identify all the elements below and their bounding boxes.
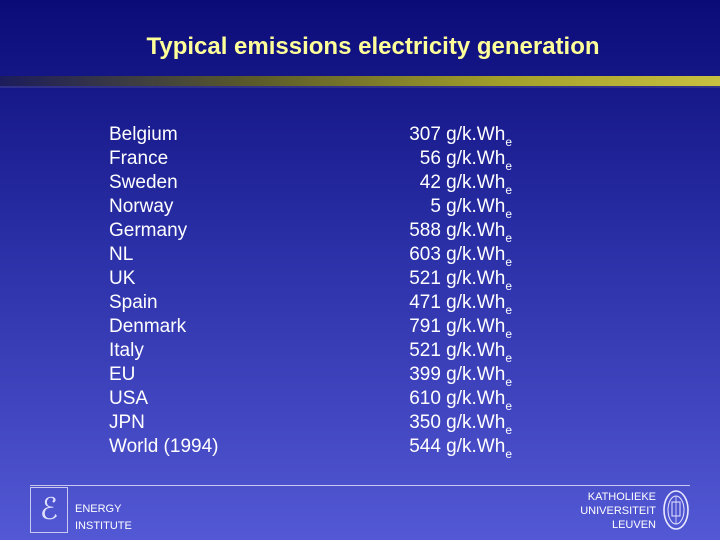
energy-label-line2: INSTITUTE	[75, 520, 132, 532]
slide-title: Typical emissions electricity generation	[146, 33, 600, 60]
emission-unit-subscript: e	[505, 399, 512, 413]
university-name-line2: UNIVERSITEIT	[580, 505, 656, 517]
country-name: JPN	[109, 412, 145, 433]
country-name: Spain	[109, 292, 158, 313]
emission-value-row: 588 g/k.Wh e	[380, 219, 512, 245]
country-name: Norway	[109, 196, 174, 217]
title-divider-band	[0, 76, 720, 87]
emission-value-row: 791 g/k.Wh e	[380, 315, 512, 341]
energy-institute-label: ENERGY INSTITUTE	[75, 501, 132, 535]
emission-value-row: 521 g/k.Wh e	[380, 267, 512, 293]
emission-unit-subscript: e	[505, 135, 512, 149]
energy-label-line1: ENERGY	[75, 503, 122, 515]
energy-logo-glyph: ℰ	[39, 492, 59, 527]
emission-value: 521 g/k.Wh	[409, 268, 506, 289]
country-name: Sweden	[109, 172, 178, 193]
emission-value-row: 603 g/k.Wh e	[380, 243, 512, 269]
university-seal-icon	[663, 490, 689, 530]
emission-value: 471 g/k.Wh	[409, 292, 506, 313]
emission-unit-subscript: e	[505, 207, 512, 221]
country-name: Denmark	[109, 316, 187, 337]
emission-value: 42 g/k.Wh	[419, 172, 506, 193]
emission-unit-subscript: e	[505, 375, 512, 389]
emission-unit-subscript: e	[505, 231, 512, 245]
emission-value: 307 g/k.Wh	[409, 124, 506, 145]
emission-value: 610 g/k.Wh	[409, 388, 506, 409]
country-name: USA	[109, 388, 149, 409]
emission-unit-subscript: e	[505, 159, 512, 173]
emission-value: 521 g/k.Wh	[409, 340, 506, 361]
emission-unit-subscript: e	[505, 327, 512, 341]
country-name: EU	[109, 364, 136, 385]
energy-logo-icon: ℰ	[30, 487, 68, 533]
emission-value: 544 g/k.Wh	[409, 436, 506, 457]
emission-value: 791 g/k.Wh	[409, 316, 506, 337]
footer-divider	[30, 485, 690, 486]
emission-value: 350 g/k.Wh	[409, 412, 506, 433]
emission-unit-subscript: e	[505, 255, 512, 269]
country-name: Germany	[109, 220, 188, 241]
emission-value: 603 g/k.Wh	[409, 244, 506, 265]
emission-value-row: 471 g/k.Wh e	[380, 291, 512, 317]
emission-unit-subscript: e	[505, 279, 512, 293]
emission-unit-subscript: e	[505, 183, 512, 197]
emission-value: 588 g/k.Wh	[409, 220, 506, 241]
emission-value-row: 307 g/k.Wh e	[380, 123, 512, 149]
country-name: Italy	[109, 340, 144, 361]
emission-value-row: 521 g/k.Wh e	[380, 339, 512, 365]
country-name: NL	[109, 244, 134, 265]
emission-unit-subscript: e	[505, 303, 512, 317]
emission-value-row: 56 g/k.Wh e	[380, 147, 512, 173]
university-name-line1: KATHOLIEKE	[587, 491, 656, 503]
emission-value: 56 g/k.Wh	[419, 148, 506, 169]
country-name: World (1994)	[109, 436, 219, 457]
country-name: France	[109, 148, 169, 169]
emission-value-row: 42 g/k.Wh e	[380, 171, 512, 197]
emission-unit-subscript: e	[505, 423, 512, 437]
emission-value: 399 g/k.Wh	[409, 364, 506, 385]
university-name-line3: LEUVEN	[611, 519, 656, 531]
emission-unit-subscript: e	[505, 447, 512, 461]
emission-value: 5 g/k.Wh	[430, 196, 506, 217]
country-name: UK	[109, 268, 136, 289]
country-column: Belgium France Sweden Norway Germany NL …	[109, 123, 218, 459]
country-name: Belgium	[109, 124, 178, 145]
emission-unit-subscript: e	[505, 351, 512, 365]
emission-value-row: 399 g/k.Wh e	[380, 363, 512, 389]
emission-value-column: 307 g/k.Wh e 56 g/k.Wh e 42 g/k.Wh e 5 g/k.…	[380, 123, 512, 461]
title-divider-line	[0, 86, 720, 88]
emission-value-row: 5 g/k.Wh e	[380, 195, 512, 221]
emission-value-row: 610 g/k.Wh e	[380, 387, 512, 413]
emission-value-row: 544 g/k.Wh e	[380, 435, 512, 461]
emission-value-row: 350 g/k.Wh e	[380, 411, 512, 437]
university-name: KATHOLIEKE UNIVERSITEIT LEUVEN	[560, 490, 656, 532]
